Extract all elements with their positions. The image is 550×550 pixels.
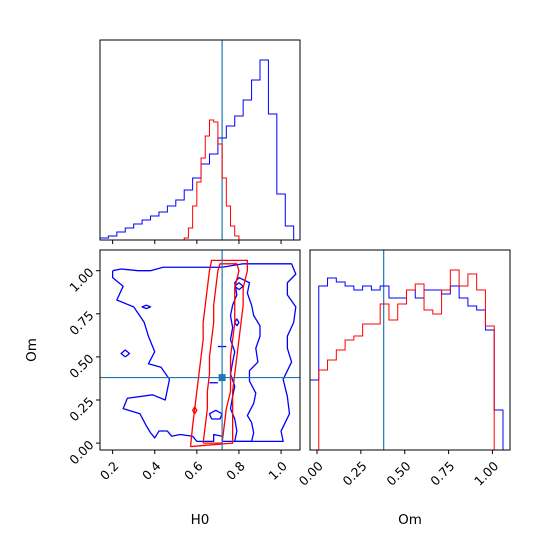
contour_H0_Om-contour-9 xyxy=(202,263,240,444)
hist_Om-plot xyxy=(309,250,504,450)
hist_Om-xtick-label: 0.00 xyxy=(296,458,326,488)
contour_H0_Om-ytick-label: 0.50 xyxy=(66,351,96,381)
contour_H0_Om-contour-4 xyxy=(120,349,131,358)
hist_Om-xtick-label: 1.00 xyxy=(471,458,501,488)
contour_H0_Om-ylabel: Om xyxy=(24,338,40,362)
hist_H0-series-0 xyxy=(99,59,295,240)
hist_Om-xtick-label: 0.25 xyxy=(339,458,369,488)
hist_Om-frame xyxy=(309,249,511,451)
contour_H0_Om-ytick-label: 0.75 xyxy=(66,308,96,338)
hist_Om-xlabel: Om xyxy=(398,512,422,528)
contour_H0_Om-contour-10 xyxy=(189,259,249,448)
hist_H0-series-1 xyxy=(183,119,240,240)
hist_Om-series-1 xyxy=(318,269,495,450)
contour_H0_Om-contour-11 xyxy=(191,406,198,415)
contour_H0_Om-plot xyxy=(100,250,300,450)
contour_H0_Om-xtick-label: 0.6 xyxy=(181,458,206,483)
contour_H0_Om-contour-3 xyxy=(141,304,152,310)
contour_H0_Om-ytick-label: 0.00 xyxy=(66,437,96,467)
contour_H0_Om-ytick-label: 0.25 xyxy=(66,394,96,424)
contour_H0_Om-xtick-label: 0.2 xyxy=(97,458,122,483)
contour_H0_Om-frame xyxy=(99,249,301,451)
hist_H0-plot xyxy=(99,40,295,240)
hist_Om-xtick-label: 0.75 xyxy=(427,458,457,488)
contour_H0_Om-xlabel: H0 xyxy=(191,512,210,528)
hist_H0-frame xyxy=(99,39,301,241)
contour_H0_Om-contour-2 xyxy=(234,282,244,291)
hist_Om-xtick-label: 0.50 xyxy=(383,458,413,488)
contour_H0_Om-xtick-label: 0.8 xyxy=(223,458,248,483)
contour_H0_Om-ytick-label: 1.00 xyxy=(66,265,96,295)
contour_H0_Om-contour-5 xyxy=(234,318,240,327)
contour_H0_Om-contour-0 xyxy=(111,263,297,443)
contour_H0_Om-truth-marker xyxy=(218,374,226,382)
contour_H0_Om-contour-1 xyxy=(229,276,261,443)
contour_H0_Om-contour-8 xyxy=(208,409,223,420)
contour_H0_Om-xtick-label: 1.0 xyxy=(265,458,290,483)
contour_H0_Om-xtick-label: 0.4 xyxy=(139,458,164,483)
